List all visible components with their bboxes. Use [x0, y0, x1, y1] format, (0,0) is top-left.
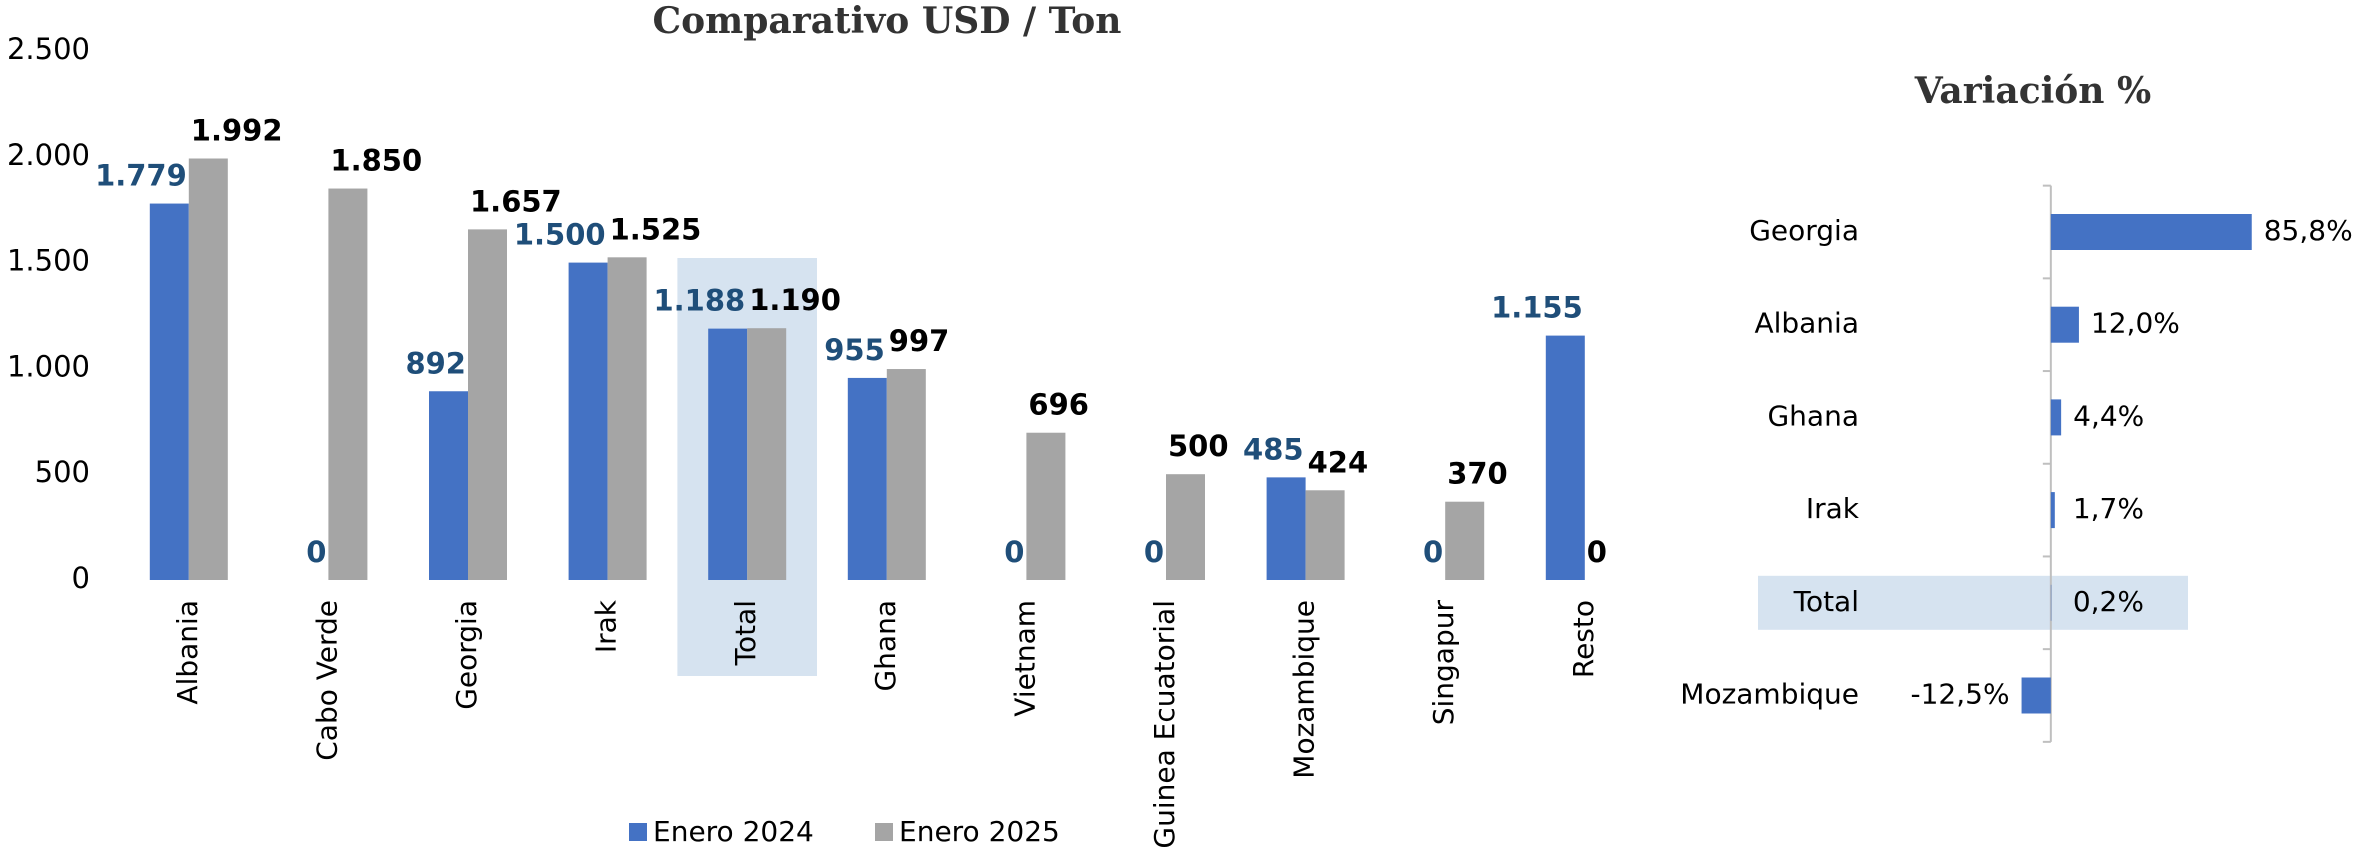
y-tick-label: 2.500	[7, 32, 90, 66]
data-label: 0,2%	[2073, 585, 2144, 618]
data-label: 85,8%	[2264, 214, 2353, 247]
category-label: Total	[1793, 585, 1859, 618]
bar	[149, 203, 189, 580]
chart-title: Comparativo USD / Ton	[653, 0, 1122, 42]
bar	[847, 377, 887, 580]
bar	[1166, 474, 1205, 580]
data-label: 0	[1144, 535, 1164, 569]
highlight-band	[1758, 575, 2188, 630]
bar	[188, 158, 228, 580]
data-label: 1.779	[95, 159, 187, 193]
legend-label: Enero 2024	[653, 815, 814, 848]
x-tick-label: Irak	[590, 599, 623, 653]
data-label: 1.657	[470, 184, 562, 218]
bar	[2050, 492, 2055, 529]
data-label: 0	[306, 535, 326, 569]
data-label: 1,7%	[2073, 492, 2144, 525]
data-label: 1.188	[653, 284, 745, 318]
chart-title: Variación %	[1914, 70, 2151, 112]
data-label: 370	[1447, 457, 1508, 491]
bar	[1026, 432, 1066, 580]
legend-swatch	[875, 823, 893, 841]
data-label: -12,5%	[1911, 678, 2010, 711]
bar	[886, 369, 926, 580]
category-label: Georgia	[1749, 214, 1859, 247]
data-label: 1.850	[330, 144, 422, 178]
bar	[468, 229, 507, 581]
data-label: 424	[1308, 445, 1369, 479]
y-tick-label: 1.500	[7, 244, 90, 278]
x-tick-label: Cabo Verde	[310, 600, 343, 761]
bar	[607, 257, 647, 580]
data-label: 1.155	[1491, 291, 1583, 325]
category-label: Ghana	[1767, 399, 1859, 432]
bar	[1266, 477, 1306, 580]
data-label: 1.190	[749, 283, 841, 317]
x-tick-label: Ghana	[869, 600, 902, 692]
data-label: 0	[1004, 535, 1024, 569]
data-label: 955	[824, 333, 885, 367]
data-label: 1.525	[610, 212, 702, 246]
x-tick-label: Vietnam	[1008, 600, 1041, 717]
x-tick-label: Singapur	[1427, 600, 1460, 726]
category-label: Irak	[1806, 492, 1860, 525]
x-tick-label: Albania	[171, 600, 204, 705]
bar	[568, 262, 608, 580]
bar	[1545, 335, 1585, 580]
data-label: 1.500	[514, 218, 606, 252]
bar	[708, 328, 748, 580]
x-tick-label: Guinea Ecuatorial	[1148, 600, 1181, 848]
bar	[2050, 214, 2252, 250]
x-tick-label: Mozambique	[1288, 600, 1321, 779]
data-label: 12,0%	[2091, 307, 2180, 340]
bar	[2021, 677, 2051, 714]
bar	[1305, 490, 1345, 580]
data-label: 1.992	[191, 113, 283, 147]
data-label: 0	[1423, 535, 1443, 569]
x-tick-label: Resto	[1567, 600, 1600, 678]
data-label: 4,4%	[2073, 399, 2144, 432]
data-label: 997	[889, 324, 950, 358]
bar	[429, 391, 468, 580]
y-tick-label: 500	[35, 455, 90, 489]
x-tick-label: Georgia	[450, 600, 483, 710]
y-tick-label: 2.000	[7, 138, 90, 172]
category-label: Albania	[1754, 307, 1859, 340]
data-label: 892	[405, 346, 466, 380]
bar	[1445, 501, 1485, 580]
legend-swatch	[629, 823, 647, 841]
bar	[2050, 306, 2079, 343]
bar	[2050, 399, 2062, 436]
bar	[328, 188, 368, 581]
data-label: 485	[1243, 432, 1304, 466]
y-tick-label: 0	[72, 561, 90, 595]
bar	[747, 328, 787, 580]
data-label: 696	[1028, 388, 1089, 422]
legend-label: Enero 2025	[899, 815, 1060, 848]
x-tick-label: Total	[729, 600, 762, 666]
category-label: Mozambique	[1680, 678, 1859, 711]
data-label: 0	[1587, 535, 1607, 569]
data-label: 500	[1168, 429, 1229, 463]
y-tick-label: 1.000	[7, 349, 90, 383]
